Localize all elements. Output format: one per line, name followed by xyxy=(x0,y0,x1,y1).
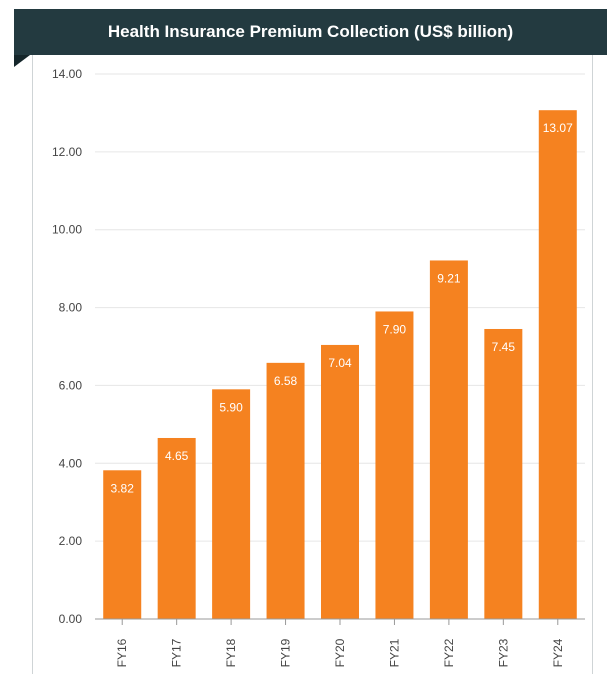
data-label-fy19: 6.58 xyxy=(274,374,298,388)
y-tick-label: 12.00 xyxy=(52,145,82,159)
x-tick-label-fy18: FY18 xyxy=(224,638,238,667)
y-tick-label: 4.00 xyxy=(59,456,83,470)
bar-fy23 xyxy=(484,328,523,619)
x-tick-label-fy19: FY19 xyxy=(279,638,293,667)
data-label-fy22: 9.21 xyxy=(437,271,461,285)
frame-left-line xyxy=(32,55,33,674)
bar-fy20 xyxy=(321,344,359,619)
x-tick-label-fy20: FY20 xyxy=(333,638,347,667)
y-tick-label: 14.00 xyxy=(52,67,82,81)
bar-fy22 xyxy=(429,260,468,619)
chart-title: Health Insurance Premium Collection (US$… xyxy=(14,9,607,55)
y-tick-label: 2.00 xyxy=(59,534,83,548)
data-label-fy21: 7.90 xyxy=(383,322,407,336)
x-tick-label-fy17: FY17 xyxy=(170,638,184,667)
x-tick-label-fy23: FY23 xyxy=(496,638,510,667)
data-label-fy16: 3.82 xyxy=(111,481,135,495)
bar-fy16 xyxy=(103,470,142,619)
label-layer: 3.82 4.65 5.90 6.58 7.04 7.90 9.21 7.45 13.07 xyxy=(111,121,574,495)
y-tick-label: 10.00 xyxy=(52,223,82,237)
bar-fy19 xyxy=(266,362,305,619)
header-fold-corner xyxy=(14,55,30,67)
data-label-fy17: 4.65 xyxy=(165,449,189,463)
y-tick-label: 8.00 xyxy=(59,301,83,315)
y-tick-label: 0.00 xyxy=(59,612,83,626)
y-tick-label: 6.00 xyxy=(59,378,83,392)
data-label-fy18: 5.90 xyxy=(219,400,243,414)
x-tick-label-fy24: FY24 xyxy=(551,638,565,667)
x-tick-label-fy16: FY16 xyxy=(115,638,129,667)
axis-layer: 0.00 2.00 4.00 6.00 8.00 10.00 12.00 14.00 FY16 F… xyxy=(52,67,585,667)
bar-layer xyxy=(103,110,577,619)
data-label-fy24: 13.07 xyxy=(543,121,573,135)
bar-fy21 xyxy=(375,311,414,619)
x-tick-label-fy22: FY22 xyxy=(442,638,456,667)
bar-fy17 xyxy=(157,437,196,619)
data-label-fy23: 7.45 xyxy=(492,340,516,354)
bar-fy24 xyxy=(538,110,577,619)
data-label-fy20: 7.04 xyxy=(328,356,352,370)
x-tick-label-fy21: FY21 xyxy=(387,638,401,667)
bar-fy18 xyxy=(212,389,251,619)
frame-right-line xyxy=(592,55,593,674)
